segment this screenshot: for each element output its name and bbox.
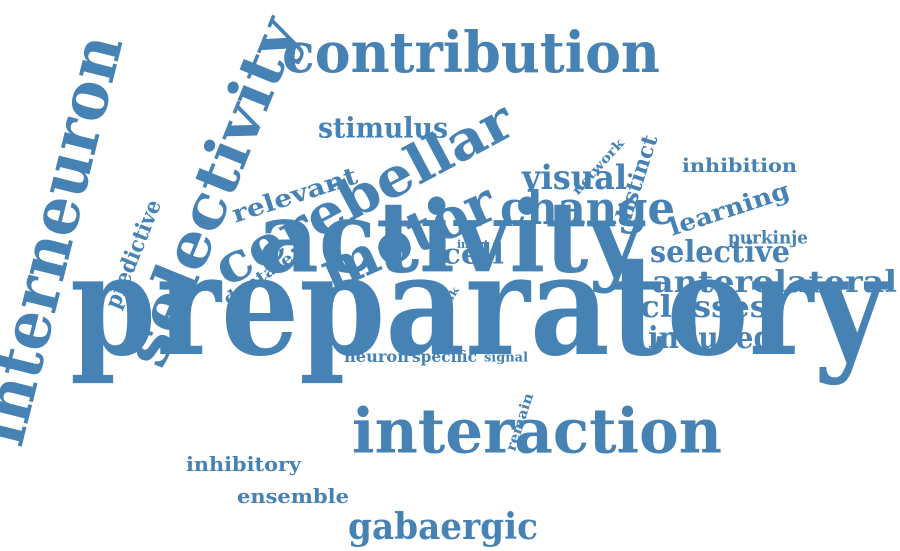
word-inhibition: inhibition <box>682 157 797 176</box>
word-ensemble: ensemble <box>237 486 349 506</box>
word-inhibitory: inhibitory <box>186 454 301 474</box>
word-neuron: neuron <box>344 349 409 365</box>
word-input: input <box>457 239 489 250</box>
word-contribution: contribution <box>282 25 660 81</box>
word-stimulus: stimulus <box>318 115 448 143</box>
word-specific: specific <box>412 349 477 365</box>
word-selective: selective <box>650 238 790 268</box>
word-gabaergic: gabaergic <box>348 509 538 545</box>
word-interaction: interaction <box>352 400 722 462</box>
word-classes: classes <box>640 293 768 323</box>
word-induced: induced <box>648 324 773 354</box>
word-signal: signal <box>484 352 528 365</box>
